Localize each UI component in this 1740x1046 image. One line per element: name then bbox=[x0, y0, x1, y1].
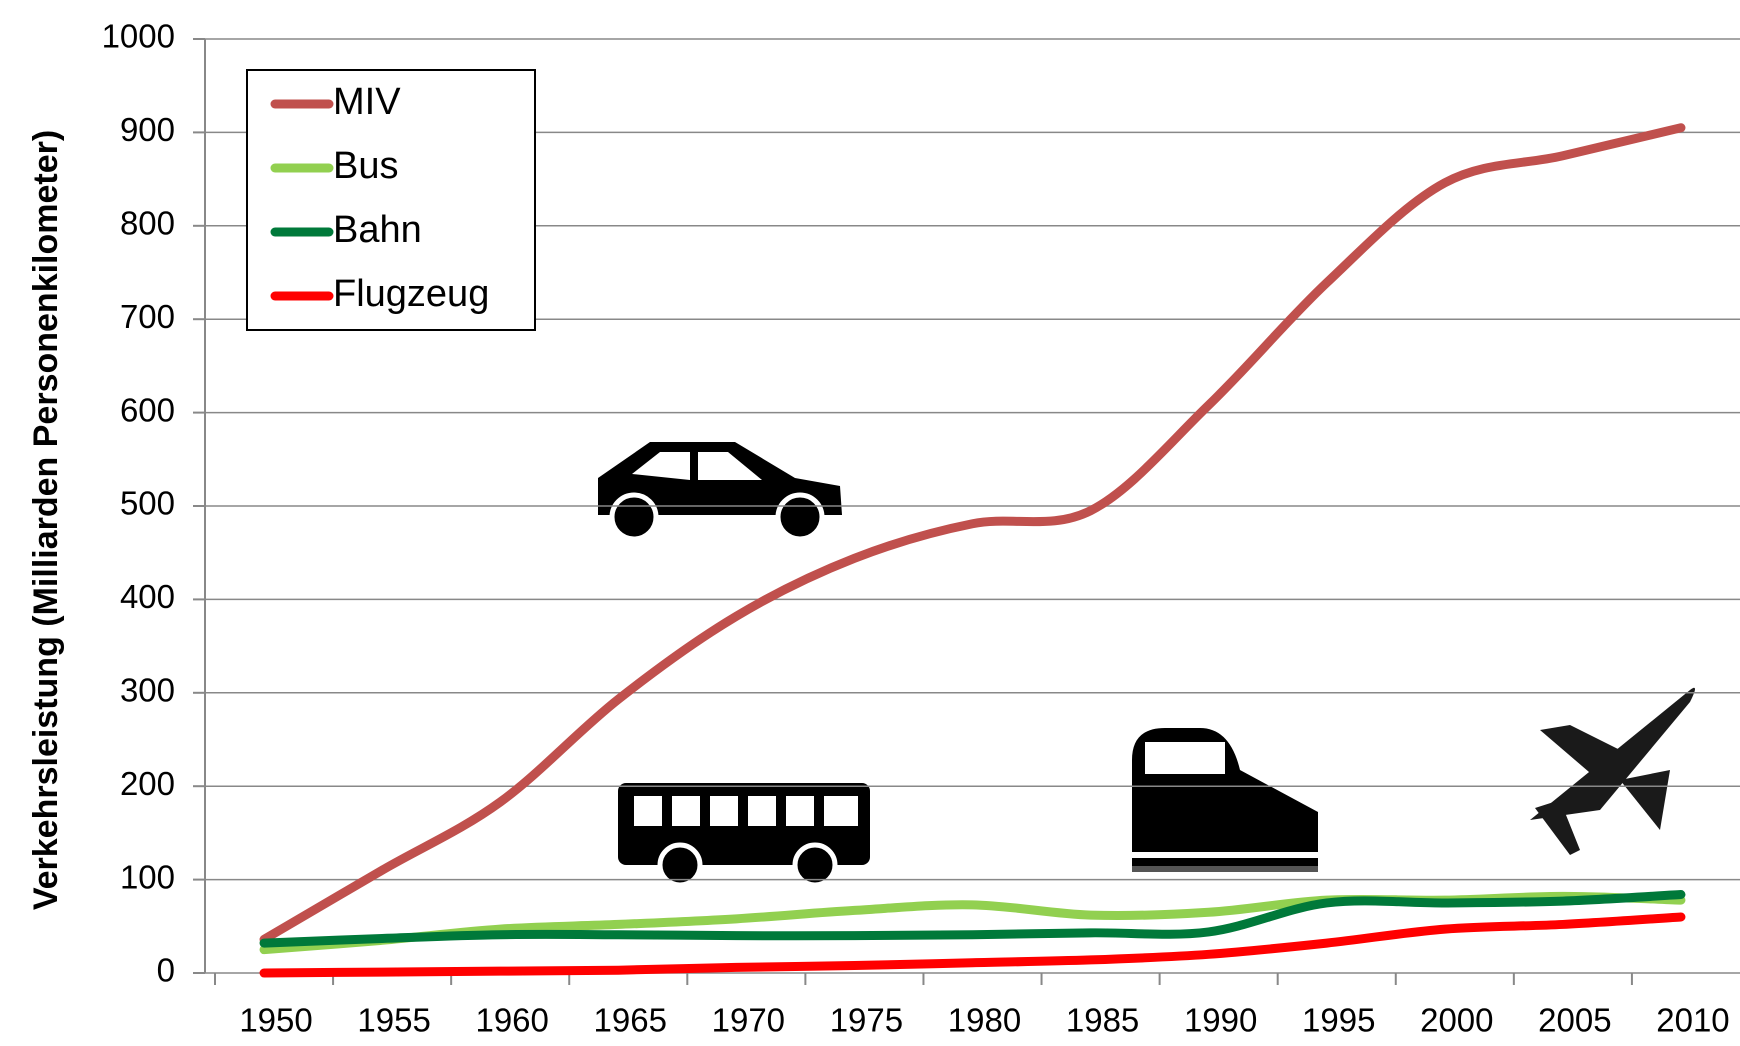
y-tick-label: 900 bbox=[120, 111, 175, 148]
y-tick-label: 100 bbox=[120, 858, 175, 895]
y-tick-label: 800 bbox=[120, 205, 175, 242]
x-tick-label: 2010 bbox=[1656, 1002, 1729, 1039]
x-tick-label: 1950 bbox=[239, 1002, 312, 1039]
x-tick-label: 1980 bbox=[948, 1002, 1021, 1039]
legend-label: Bus bbox=[333, 145, 398, 187]
x-tick-label: 1995 bbox=[1302, 1002, 1375, 1039]
x-tick-label: 1965 bbox=[594, 1002, 667, 1039]
x-tick-label: 1960 bbox=[475, 1002, 548, 1039]
series-line bbox=[259, 912, 1686, 978]
legend bbox=[246, 69, 536, 331]
y-axis-label: Verkehrsleistung (Milliarden Personenkil… bbox=[27, 130, 65, 910]
x-tick-label: 1990 bbox=[1184, 1002, 1257, 1039]
train-icon bbox=[1132, 728, 1318, 872]
legend-label: MIV bbox=[333, 81, 401, 123]
y-tick-label: 200 bbox=[120, 765, 175, 802]
x-tick-label: 1975 bbox=[830, 1002, 903, 1039]
x-tick-label: 1985 bbox=[1066, 1002, 1139, 1039]
y-tick-label: 700 bbox=[120, 298, 175, 335]
y-tick-label: 400 bbox=[120, 578, 175, 615]
x-tick-label: 1955 bbox=[357, 1002, 430, 1039]
x-tick-label: 1970 bbox=[712, 1002, 785, 1039]
series-line bbox=[259, 890, 1686, 948]
y-tick-label: 0 bbox=[157, 952, 175, 989]
series-line bbox=[259, 123, 1686, 944]
legend-label: Flugzeug bbox=[333, 273, 489, 315]
y-tick-label: 500 bbox=[120, 485, 175, 522]
plane-icon bbox=[1530, 687, 1695, 855]
y-tick-label: 1000 bbox=[102, 18, 175, 55]
legend-label: Bahn bbox=[333, 209, 422, 251]
car-icon bbox=[598, 442, 842, 542]
y-tick-label: 300 bbox=[120, 672, 175, 709]
x-tick-label: 2000 bbox=[1420, 1002, 1493, 1039]
y-tick-label: 600 bbox=[120, 391, 175, 428]
bus-icon bbox=[618, 783, 870, 888]
x-tick-label: 2005 bbox=[1538, 1002, 1611, 1039]
